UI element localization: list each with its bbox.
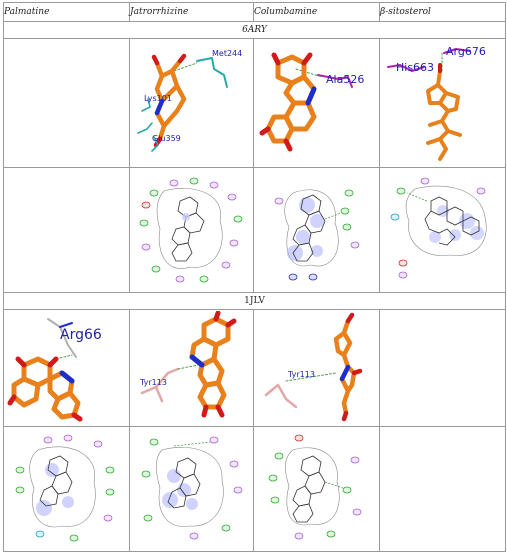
residue-label-glu359: Glu359 <box>152 134 181 143</box>
cell-columbamine-6ary-3d: Ala526 <box>253 38 380 168</box>
pose-columbamine-1jlv: Tyr113 <box>264 312 362 422</box>
map-columbamine-6ary <box>274 189 359 281</box>
pose-columbamine-6ary: Ala526 <box>259 52 364 152</box>
cell-jatrorrhizine-1jlv-2d <box>129 426 254 552</box>
cell-jatrorrhizine-6ary-3d: Met244 Lys101 Glu359 <box>129 38 254 168</box>
cell-jatrorrhizine-1jlv-3d: Tyr113 <box>129 309 254 427</box>
cell-jatrorrhizine-6ary-2d <box>129 167 254 293</box>
residue-label-lys101: Lys101 <box>144 94 172 103</box>
cell-palmatine-6ary-3d <box>3 38 130 168</box>
table-row <box>3 167 506 293</box>
cell-columbamine-1jlv-3d: Tyr113 <box>253 309 380 427</box>
cell-beta-sitosterol-6ary-2d <box>379 167 506 293</box>
docking-results-table: Palmatine Jatrorrhizine Columbamine β-si… <box>3 2 506 552</box>
cell-palmatine-6ary-2d <box>3 167 130 293</box>
cell-columbamine-1jlv-2d <box>253 426 380 552</box>
map-jatrorrhizine-6ary <box>139 177 242 283</box>
cell-beta-sitosterol-6ary-3d: Arg676 His663 <box>379 38 506 168</box>
section-label-1jlv: 1JLV <box>3 292 506 310</box>
residue-label-met244: Met244 <box>212 49 242 58</box>
map-columbamine-1jlv <box>268 434 361 540</box>
header-jatrorrhizine: Jatrorrhizine <box>129 2 254 22</box>
section-label-6ary: 6ARY <box>3 21 506 39</box>
map-jatrorrhizine-1jlv <box>141 436 242 540</box>
table-row <box>3 426 506 552</box>
residue-label-tyr113-col: Tyr113 <box>287 370 315 379</box>
pose-jatrorrhizine-1jlv: Tyr113 <box>139 311 236 418</box>
cell-beta-sitosterol-1jlv-3d <box>379 309 506 427</box>
table-row: Arg66 <box>3 309 506 427</box>
header-columbamine: Columbamine <box>253 2 380 22</box>
residue-label-arg66: Arg66 <box>60 327 102 343</box>
section-row-1jlv: 1JLV <box>3 292 506 310</box>
cell-columbamine-6ary-2d <box>253 167 380 293</box>
table-header-row: Palmatine Jatrorrhizine Columbamine β-si… <box>3 2 506 22</box>
cell-palmatine-1jlv-3d: Arg66 <box>3 309 130 427</box>
pose-jatrorrhizine-6ary: Met244 Lys101 Glu359 <box>136 49 242 152</box>
residue-label-arg676: Arg676 <box>446 45 486 58</box>
table-row: Met244 Lys101 Glu359 <box>3 38 506 168</box>
header-palmatine: Palmatine <box>3 2 130 22</box>
cell-beta-sitosterol-1jlv-2d <box>379 426 506 552</box>
map-beta-sitosterol-6ary <box>390 177 487 279</box>
pose-beta-sitosterol-6ary: Arg676 His663 <box>386 45 486 161</box>
residue-label-his663: His663 <box>396 61 434 74</box>
residue-label-tyr113-jat: Tyr113 <box>139 378 167 387</box>
residue-label-ala526: Ala526 <box>326 73 364 86</box>
pose-palmatine-1jlv: Arg66 <box>7 318 102 422</box>
map-palmatine-1jlv <box>15 434 114 542</box>
cell-palmatine-1jlv-2d <box>3 426 130 552</box>
section-row-6ary: 6ARY <box>3 21 506 39</box>
header-beta-sitosterol: β-sitosterol <box>379 2 506 22</box>
